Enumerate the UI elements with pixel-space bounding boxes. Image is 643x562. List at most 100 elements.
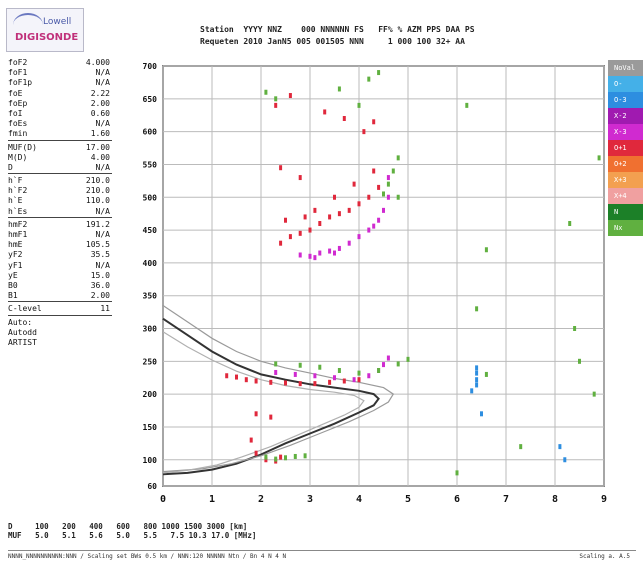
echo-point xyxy=(357,370,361,376)
echo-point xyxy=(484,371,488,377)
scaled-parameters-panel: foF2 4.000 foF1 N/A foF1p N/A foE 2.22 foEp 2.00 f… xyxy=(8,58,112,498)
echo-point xyxy=(377,368,381,373)
echo-point xyxy=(357,234,361,240)
echo-point xyxy=(455,470,459,476)
echo-point xyxy=(367,194,371,200)
param-value: 2.00 xyxy=(90,98,110,108)
legend-entry: N xyxy=(608,204,643,220)
param-key: foF2 xyxy=(8,58,28,67)
param-value: 4.000 xyxy=(85,58,110,67)
x-tick-label: 4 xyxy=(356,494,362,505)
echo-point xyxy=(303,453,307,459)
echo-point xyxy=(377,70,381,76)
echo-point xyxy=(342,378,346,384)
echo-point xyxy=(274,102,278,108)
echo-point xyxy=(568,221,572,226)
echo-point xyxy=(347,240,351,246)
param-row: Auto: xyxy=(8,318,112,328)
param-row: yF1 N/A xyxy=(8,261,112,271)
echo-point xyxy=(396,194,400,200)
echo-point xyxy=(274,456,278,462)
param-row: yF2 35.5 xyxy=(8,250,112,260)
echo-point xyxy=(313,373,317,379)
param-key: Auto: xyxy=(8,317,33,327)
param-value: 2.00 xyxy=(90,291,110,301)
param-value: N/A xyxy=(95,78,110,88)
echo-point xyxy=(396,155,400,161)
echo-point xyxy=(563,457,567,463)
echo-point xyxy=(382,191,385,197)
echo-point xyxy=(377,217,381,223)
echo-point xyxy=(475,377,479,383)
echo-point xyxy=(480,411,483,417)
param-key: hmE xyxy=(8,240,23,250)
profile-curve xyxy=(162,331,365,474)
echo-point xyxy=(357,201,361,207)
echo-point xyxy=(337,211,341,217)
param-value: N/A xyxy=(95,260,110,270)
echo-point xyxy=(298,230,302,236)
echo-point xyxy=(249,437,253,443)
param-row: ARTIST xyxy=(8,338,112,348)
param-key: yF2 xyxy=(8,250,23,260)
param-value: 36.0 xyxy=(90,280,110,290)
echo-point xyxy=(382,207,385,213)
logo-line1: Lowell xyxy=(43,17,72,27)
y-tick-label: 450 xyxy=(143,226,158,235)
echo-point xyxy=(352,377,356,383)
plot-frame xyxy=(162,65,605,487)
echo-point xyxy=(269,414,273,420)
y-tick-label: 200 xyxy=(143,390,158,399)
echo-point xyxy=(308,253,312,259)
y-tick-label: 250 xyxy=(143,357,158,366)
param-key: hmF1 xyxy=(8,230,28,239)
param-value: 210.0 xyxy=(85,186,110,196)
param-row: C-level 11 xyxy=(8,304,112,314)
echo-point xyxy=(298,381,302,387)
param-value: 110.0 xyxy=(85,196,110,206)
param-row: foI 0.60 xyxy=(8,109,112,119)
logo-line2: DIGISONDE xyxy=(15,32,79,43)
echo-point xyxy=(274,96,278,102)
echo-point xyxy=(337,86,341,92)
param-row: Autodd xyxy=(8,328,112,338)
param-value: 105.5 xyxy=(85,240,110,250)
param-key: h`E xyxy=(8,196,23,206)
echo-point xyxy=(578,358,581,364)
param-row: h`Es N/A xyxy=(8,207,112,217)
y-tick-label: 300 xyxy=(143,325,158,334)
echo-point xyxy=(284,217,287,223)
echo-point xyxy=(475,382,479,388)
param-separator xyxy=(8,216,112,220)
echo-point xyxy=(313,381,317,387)
param-row: fmin 1.60 xyxy=(8,129,112,139)
muf-distance-row: D 100 200 400 600 800 1000 1500 3000 [km… xyxy=(8,522,248,531)
param-key: C-level xyxy=(8,304,42,314)
echo-point xyxy=(377,184,381,190)
x-tick-label: 8 xyxy=(552,494,558,505)
param-value: N/A xyxy=(95,206,110,216)
param-key: D xyxy=(8,162,13,172)
param-key: yF1 xyxy=(8,260,23,270)
echo-point xyxy=(475,365,479,371)
y-tick-label: 150 xyxy=(143,423,158,432)
echo-point xyxy=(386,355,390,361)
echo-point xyxy=(298,252,302,258)
param-key: foI xyxy=(8,108,23,118)
param-key: hmF2 xyxy=(8,219,28,229)
echo-point xyxy=(592,391,596,397)
polarization-legend: NoVal O- O-3 X-2 X-3 O+1 O+2 X+3 X+4 N Nx xyxy=(608,60,643,236)
y-tick-label: 650 xyxy=(143,95,158,104)
param-separator xyxy=(8,139,112,143)
echo-point xyxy=(465,102,469,108)
echo-point xyxy=(386,181,390,187)
echo-point xyxy=(244,377,248,383)
echo-point xyxy=(313,255,317,261)
status-bar: NNNN_NNNNNNNNNN:NNN / Scaling set BWs 0.… xyxy=(8,550,636,560)
echo-point xyxy=(367,373,371,379)
echo-point xyxy=(333,375,336,381)
y-tick-label: 350 xyxy=(143,292,158,301)
echo-point xyxy=(328,248,332,254)
param-key: fmin xyxy=(8,129,28,139)
